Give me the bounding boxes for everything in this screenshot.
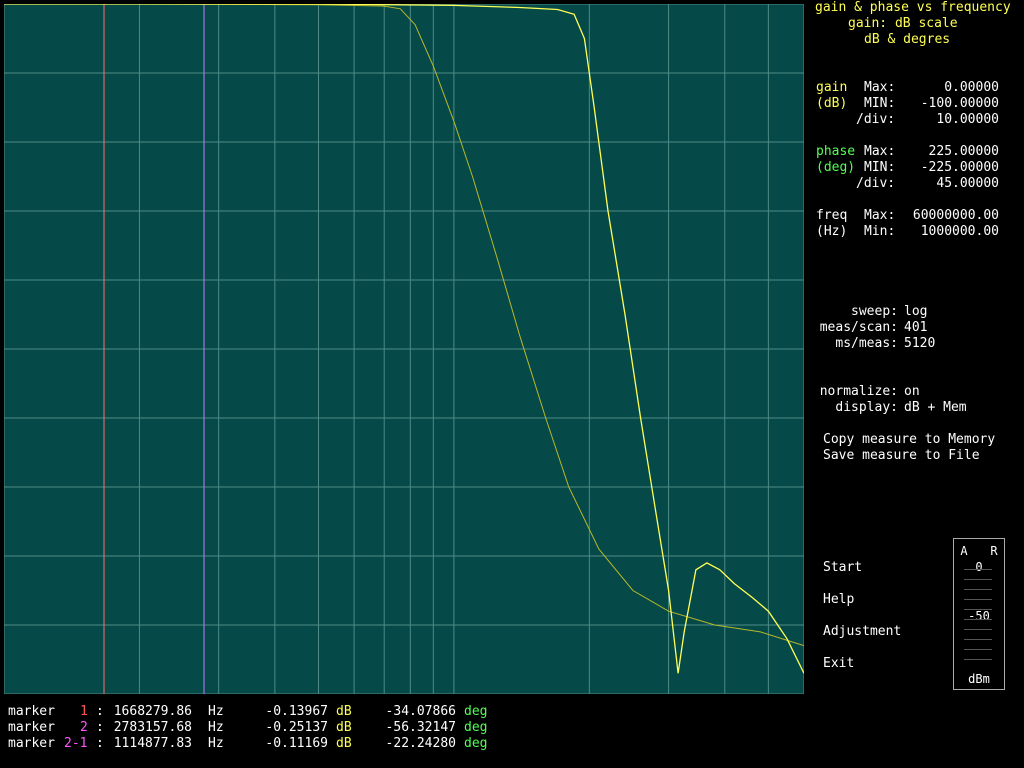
gain-div-label: /div: (856, 112, 896, 127)
gain-trace (4, 4, 804, 674)
gain-label: gain (816, 80, 848, 95)
phase-max-value[interactable]: 225.00000 (928, 144, 999, 159)
start-button[interactable]: Start (823, 560, 863, 575)
marker-db-unit: dB (336, 736, 352, 751)
freq-max-value[interactable]: 60000000.00 (912, 208, 999, 223)
marker-hz-unit: Hz (208, 704, 224, 719)
level-meter-tick (964, 659, 992, 660)
marker-deg-unit: deg (464, 720, 488, 735)
marker-label: marker (8, 704, 55, 719)
phase-div-label: /div: (856, 176, 896, 191)
ms-meas-label: ms/meas: (835, 336, 898, 351)
ms-meas-value[interactable]: 5120 (904, 336, 936, 351)
marker-frequency: 2783157.68 (113, 720, 192, 735)
level-meter-tick (964, 579, 992, 580)
marker-db-unit: dB (336, 704, 352, 719)
marker-gain: -0.11169 (265, 736, 328, 751)
level-meter: A R 0 -50 dBm (953, 538, 1005, 690)
marker-hz-unit: Hz (208, 720, 224, 735)
level-meter-tick (964, 639, 992, 640)
normalize-label: normalize: (819, 384, 898, 399)
level-meter-mid-label: -50 (968, 609, 990, 623)
marker-id: 2-1 (64, 736, 88, 751)
marker-deg-unit: deg (464, 736, 488, 751)
phase-max-label: Max: (864, 144, 896, 159)
marker-gain: -0.13967 (265, 704, 328, 719)
display-value[interactable]: dB + Mem (904, 400, 967, 415)
marker-label: marker (8, 720, 55, 735)
level-meter-tick (964, 589, 992, 590)
gain-max-label: Max: (864, 80, 896, 95)
level-meter-a-label: A (960, 544, 968, 558)
marker-sep: : (96, 704, 104, 719)
display-label: display: (835, 400, 898, 415)
marker-hz-unit: Hz (208, 736, 224, 751)
marker-lines (103, 4, 205, 694)
level-meter-tick (964, 569, 992, 570)
marker-label: marker (8, 736, 55, 751)
meas-scan-label: meas/scan: (819, 320, 898, 335)
freq-unit: (Hz) (816, 224, 848, 239)
save-to-file-button[interactable]: Save measure to File (823, 448, 980, 463)
phase-div-value[interactable]: 45.00000 (936, 176, 999, 191)
gain-unit: (dB) (816, 96, 848, 111)
phase-unit: (deg) (816, 160, 856, 175)
exit-button[interactable]: Exit (823, 656, 855, 671)
level-meter-tick (964, 629, 992, 630)
phase-min-label: MIN: (864, 160, 896, 175)
marker-phase: -56.32147 (385, 720, 456, 735)
settings-panel: gain & phase vs frequency gain: dB scale… (808, 0, 1024, 700)
memory-trace (4, 4, 804, 647)
freq-label: freq (816, 208, 848, 223)
marker-id: 2 (80, 720, 88, 735)
marker-gain: -0.25137 (265, 720, 328, 735)
level-meter-zero-label: 0 (975, 560, 983, 574)
freq-max-label: Max: (864, 208, 896, 223)
gain-phase-plot[interactable] (4, 4, 804, 694)
marker-deg-unit: deg (464, 704, 488, 719)
adjustment-button[interactable]: Adjustment (823, 624, 902, 639)
gain-max-value[interactable]: 0.00000 (944, 80, 999, 95)
plot-grid (4, 4, 804, 694)
marker-sep: : (96, 736, 104, 751)
marker-phase: -22.24280 (385, 736, 456, 751)
level-meter-tick (964, 649, 992, 650)
level-meter-tick (964, 599, 992, 600)
sweep-label: sweep: (851, 304, 898, 319)
phase-label: phase (816, 144, 856, 159)
marker-frequency: 1114877.83 (113, 736, 192, 751)
help-button[interactable]: Help (823, 592, 855, 607)
freq-min-value[interactable]: 1000000.00 (920, 224, 999, 239)
normalize-value[interactable]: on (904, 384, 920, 399)
sweep-value[interactable]: log (904, 304, 928, 319)
marker-frequency: 1668279.86 (113, 704, 192, 719)
marker-sep: : (96, 720, 104, 735)
level-meter-r-label: R (990, 544, 998, 558)
copy-to-memory-button[interactable]: Copy measure to Memory (823, 432, 996, 447)
level-meter-unit-label: dBm (968, 672, 990, 686)
marker-db-unit: dB (336, 720, 352, 735)
level-meter-tick (964, 619, 992, 620)
gain-div-value[interactable]: 10.00000 (936, 112, 999, 127)
marker-id: 1 (80, 704, 88, 719)
header-scale: gain: dB scale (848, 16, 958, 31)
header-units: dB & degres (864, 32, 951, 47)
marker-phase: -34.07866 (385, 704, 456, 719)
phase-min-value[interactable]: -225.00000 (920, 160, 999, 175)
meas-scan-value[interactable]: 401 (904, 320, 928, 335)
level-meter-tick (964, 609, 992, 610)
gain-min-value[interactable]: -100.00000 (920, 96, 999, 111)
gain-min-label: MIN: (864, 96, 896, 111)
header-title: gain & phase vs frequency (815, 0, 1011, 15)
freq-min-label: Min: (864, 224, 896, 239)
